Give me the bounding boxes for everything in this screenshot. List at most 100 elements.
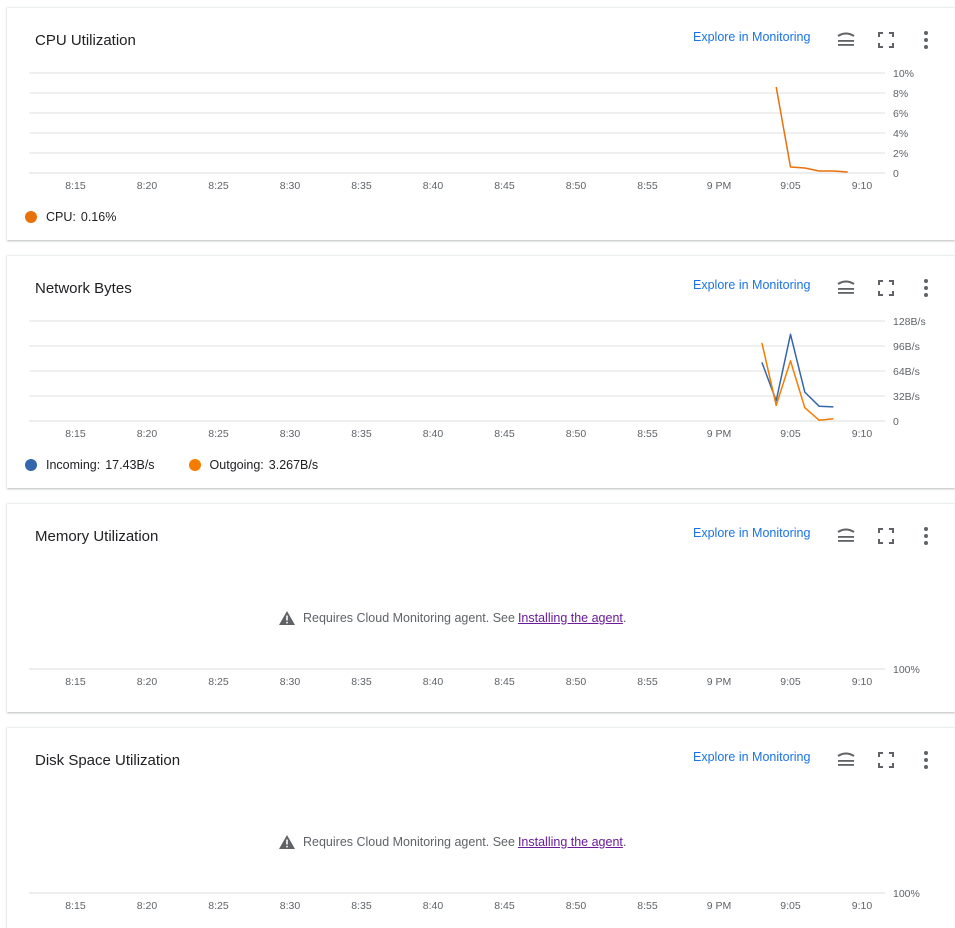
x-tick-label: 9 PM bbox=[707, 676, 732, 688]
x-tick-label: 8:20 bbox=[137, 428, 158, 440]
x-tick-label: 8:15 bbox=[65, 428, 86, 440]
legend-toggle-icon[interactable] bbox=[834, 28, 858, 52]
x-tick-label: 8:25 bbox=[208, 900, 229, 912]
agent-required-warning: Requires Cloud Monitoring agent. See Ins… bbox=[279, 611, 626, 625]
legend-item[interactable]: Outgoing: 3.267B/s bbox=[188, 458, 319, 472]
explore-in-monitoring-link[interactable]: Explore in Monitoring bbox=[693, 526, 811, 540]
explore-in-monitoring-link[interactable]: Explore in Monitoring bbox=[693, 750, 811, 764]
fullscreen-icon[interactable] bbox=[874, 28, 898, 52]
legend-value: 0.16% bbox=[80, 210, 117, 224]
x-tick-label: 8:50 bbox=[566, 180, 587, 192]
legend-label: Incoming: bbox=[46, 458, 101, 472]
explore-in-monitoring-link[interactable]: Explore in Monitoring bbox=[693, 30, 811, 44]
x-tick-label: 9:05 bbox=[780, 676, 801, 688]
explore-in-monitoring-link[interactable]: Explore in Monitoring bbox=[693, 278, 811, 292]
x-tick-label: 8:20 bbox=[137, 676, 158, 688]
disk-space-utilization-card: Disk Space Utilization Explore in Monito… bbox=[7, 727, 955, 928]
legend-toggle-icon[interactable] bbox=[834, 276, 858, 300]
more-options-icon[interactable] bbox=[914, 28, 938, 52]
x-tick-label: 9 PM bbox=[707, 900, 732, 912]
x-tick-label: 9 PM bbox=[707, 428, 732, 440]
legend-item[interactable]: CPU: 0.16% bbox=[25, 210, 116, 224]
x-tick-label: 8:45 bbox=[494, 676, 515, 688]
x-tick-label: 8:35 bbox=[351, 428, 372, 440]
x-tick-label: 8:50 bbox=[566, 900, 587, 912]
y-tick-label: 96B/s bbox=[893, 341, 920, 353]
x-tick-label: 8:50 bbox=[566, 428, 587, 440]
fullscreen-icon[interactable] bbox=[874, 524, 898, 548]
x-tick-label: 9 PM bbox=[707, 180, 732, 192]
x-tick-label: 8:40 bbox=[423, 428, 444, 440]
installing-agent-link[interactable]: Installing the agent bbox=[517, 835, 623, 849]
x-tick-label: 8:20 bbox=[137, 900, 158, 912]
y-tick-label: 2% bbox=[893, 148, 908, 160]
series-line-outgoing bbox=[761, 342, 834, 421]
x-tick-label: 9:05 bbox=[780, 900, 801, 912]
x-tick-label: 8:40 bbox=[423, 900, 444, 912]
y-tick-label: 0 bbox=[893, 168, 899, 180]
legend-dot bbox=[25, 459, 37, 471]
x-tick-label: 8:50 bbox=[566, 676, 587, 688]
x-tick-label: 8:55 bbox=[637, 180, 658, 192]
x-tick-label: 8:35 bbox=[351, 676, 372, 688]
x-tick-label: 8:15 bbox=[65, 900, 86, 912]
x-tick-label: 8:55 bbox=[637, 900, 658, 912]
y-tick-label: 6% bbox=[893, 108, 908, 120]
more-options-icon[interactable] bbox=[914, 748, 938, 772]
legend-label: CPU: bbox=[46, 210, 76, 224]
network-chart: 128B/s 96B/s 64B/s 32B/s 0 8:15 8:20 8:25 8:30 8:… bbox=[29, 316, 926, 440]
x-tick-label: 8:30 bbox=[280, 900, 301, 912]
x-tick-label: 8:45 bbox=[494, 428, 515, 440]
x-tick-label: 8:45 bbox=[494, 180, 515, 192]
y-tick-label: 10% bbox=[893, 68, 914, 80]
card-title: Memory Utilization bbox=[35, 528, 159, 545]
x-tick-label: 8:25 bbox=[208, 180, 229, 192]
chart-legend: Incoming: 17.43B/s Outgoing: 3.267B/s bbox=[25, 458, 352, 472]
fullscreen-icon[interactable] bbox=[874, 276, 898, 300]
memory-chart: 100% 8:15 8:20 8:25 8:30 8:35 8:40 8:45 8:50 8:55… bbox=[29, 664, 920, 688]
x-tick-label: 9:10 bbox=[852, 428, 873, 440]
x-tick-label: 8:20 bbox=[137, 180, 158, 192]
x-tick-label: 9:10 bbox=[852, 676, 873, 688]
series-line-cpu bbox=[775, 86, 848, 173]
card-title: Network Bytes bbox=[35, 280, 132, 297]
x-tick-label: 8:25 bbox=[208, 676, 229, 688]
legend-item[interactable]: Incoming: 17.43B/s bbox=[25, 458, 155, 472]
x-tick-label: 9:10 bbox=[852, 180, 873, 192]
x-tick-label: 8:15 bbox=[65, 676, 86, 688]
y-tick-label: 64B/s bbox=[893, 366, 920, 378]
legend-toggle-icon[interactable] bbox=[834, 748, 858, 772]
x-tick-label: 8:55 bbox=[637, 676, 658, 688]
x-tick-label: 8:45 bbox=[494, 900, 515, 912]
legend-label: Outgoing: bbox=[209, 458, 264, 472]
fullscreen-icon[interactable] bbox=[874, 748, 898, 772]
warning-text: Requires Cloud Monitoring agent. See bbox=[303, 835, 515, 849]
x-tick-label: 8:40 bbox=[423, 676, 444, 688]
x-tick-label: 8:35 bbox=[351, 180, 372, 192]
x-tick-label: 8:55 bbox=[637, 428, 658, 440]
y-tick-label: 32B/s bbox=[893, 391, 920, 403]
legend-dot bbox=[25, 211, 37, 223]
y-tick-label: 100% bbox=[893, 664, 920, 676]
x-tick-label: 8:30 bbox=[280, 428, 301, 440]
warning-icon bbox=[279, 611, 295, 625]
legend-toggle-icon[interactable] bbox=[834, 524, 858, 548]
card-title: CPU Utilization bbox=[35, 32, 136, 49]
more-options-icon[interactable] bbox=[914, 524, 938, 548]
x-tick-label: 9:05 bbox=[780, 428, 801, 440]
network-bytes-card: Network Bytes Explore in Monitoring 128B… bbox=[7, 255, 955, 488]
x-tick-label: 8:35 bbox=[351, 900, 372, 912]
x-tick-label: 9:10 bbox=[852, 900, 873, 912]
x-tick-label: 8:30 bbox=[280, 180, 301, 192]
disk-chart: 100% 8:15 8:20 8:25 8:30 8:35 8:40 8:45 8:50 8:55… bbox=[29, 888, 920, 912]
cpu-utilization-card: CPU Utilization Explore in Monitoring 10… bbox=[7, 7, 955, 240]
y-tick-label: 4% bbox=[893, 128, 908, 140]
installing-agent-link[interactable]: Installing the agent bbox=[517, 611, 623, 625]
y-tick-label: 8% bbox=[893, 88, 908, 100]
x-tick-label: 8:30 bbox=[280, 676, 301, 688]
card-title: Disk Space Utilization bbox=[35, 752, 181, 769]
legend-value: 17.43B/s bbox=[105, 458, 155, 472]
more-options-icon[interactable] bbox=[914, 276, 938, 300]
legend-value: 3.267B/s bbox=[268, 458, 319, 472]
x-tick-label: 8:15 bbox=[65, 180, 86, 192]
